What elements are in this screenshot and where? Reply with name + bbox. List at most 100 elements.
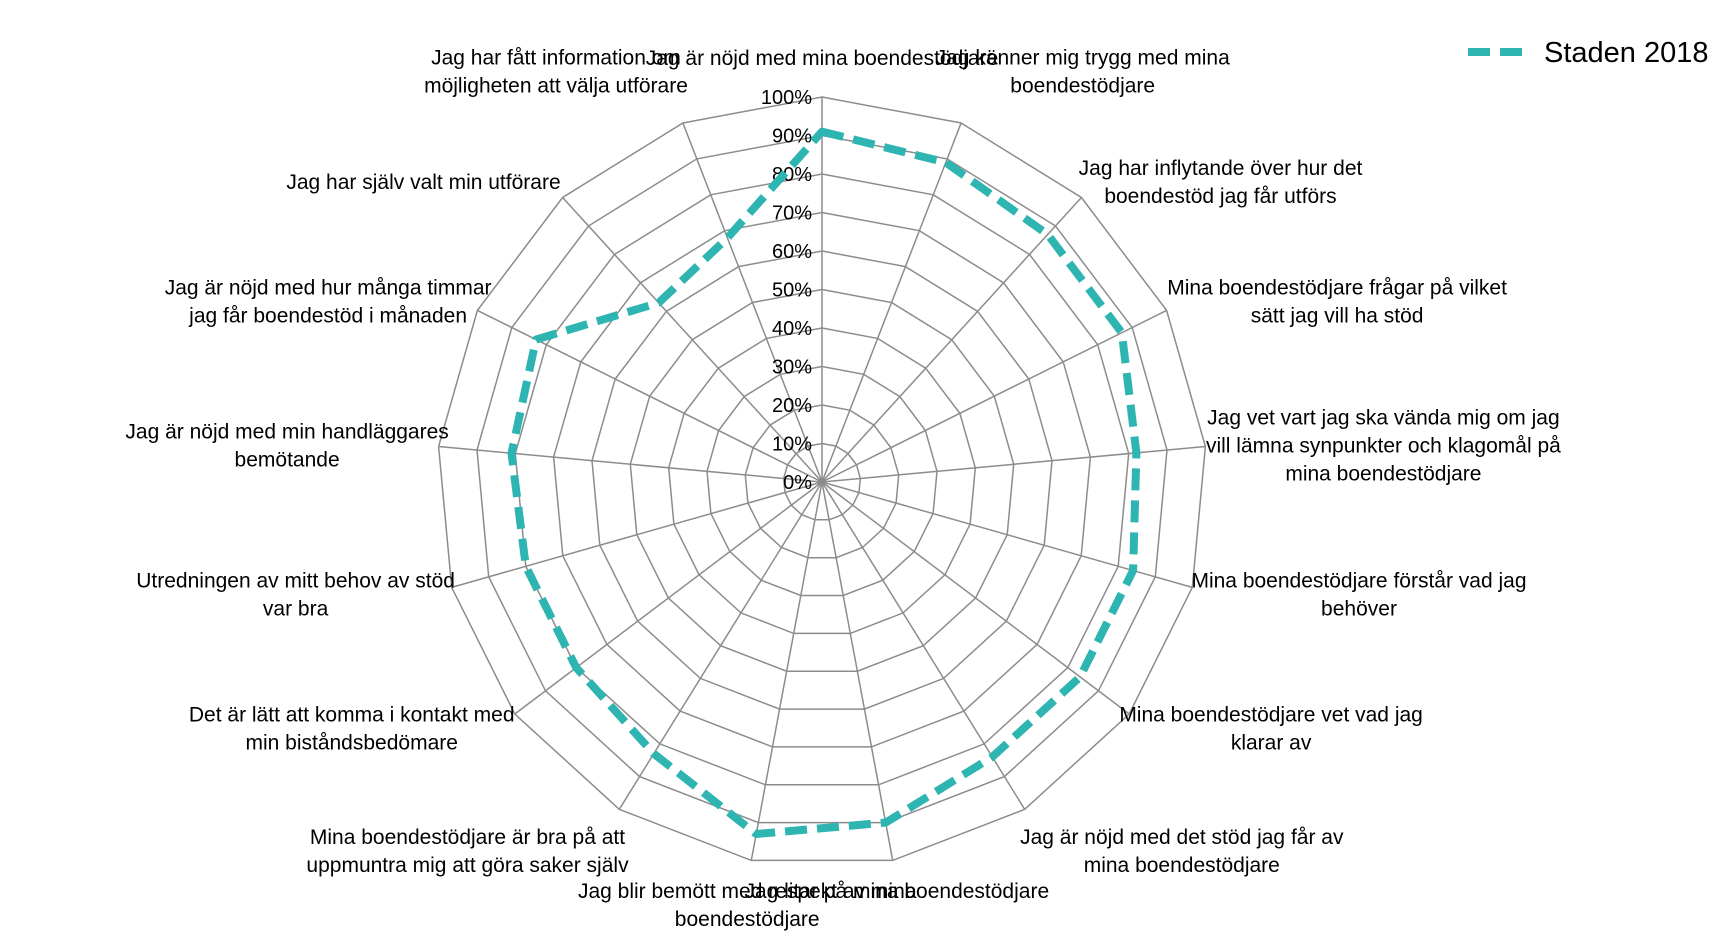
data-point (1132, 570, 1134, 572)
grid-layer (437, 96, 1207, 862)
grid-ring-50 (629, 288, 1015, 672)
category-label: Jag vet vart jag ska vända mig om jag vil… (1206, 406, 1561, 485)
spoke-13 (451, 481, 823, 589)
category-label-line: Jag är nöjd med det stöd jag får av (1020, 826, 1344, 849)
spoke-14 (438, 445, 823, 483)
category-label-line: mina boendestödjare (1084, 854, 1280, 877)
category-label-line: Jag är nöjd med min handläggares (125, 420, 448, 443)
spoke-2 (821, 122, 962, 483)
category-label-line: Mina boendestödjare är bra på att (310, 826, 625, 849)
category-label-line: bemötande (235, 448, 340, 471)
spoke-12 (514, 481, 823, 715)
grid-ring-90 (476, 134, 1168, 824)
tick-label: 60% (772, 241, 812, 263)
data-point (1135, 452, 1137, 454)
category-label-line: sätt jag vill ha stöd (1251, 305, 1424, 328)
data-point (511, 452, 513, 454)
spoke-layer (438, 97, 1206, 861)
category-label-line: Utredningen av mitt behov av stöd (136, 569, 455, 592)
category-label-line: boendestödjare (675, 908, 820, 931)
category-label-line: uppmuntra mig att göra saker själv (306, 854, 629, 877)
category-label-line: Mina boendestödjare vet vad jag (1119, 703, 1423, 726)
category-label-line: jag får boendestöd i månaden (188, 305, 467, 328)
category-label: Jag har inflytande över hur det boendestö… (1079, 157, 1363, 208)
data-point (525, 565, 527, 567)
data-point (658, 302, 660, 304)
data-point (653, 753, 655, 755)
spoke-4 (821, 309, 1167, 483)
category-label: Jag känner mig trygg med mina boendestödj… (936, 47, 1230, 98)
category-label-line: Jag blir bemött med respekt av mina (578, 880, 917, 903)
category-label: Det är lätt att komma i kontakt med min b… (189, 703, 515, 754)
category-label-line: klarar av (1231, 731, 1312, 754)
spoke-7 (821, 481, 1130, 715)
category-label-line: Jag litar på mina boendestödjare (744, 880, 1049, 903)
legend-label: Staden 2018 (1544, 37, 1708, 69)
data-point (1121, 332, 1123, 334)
category-label: Mina boendestödjare vet vad jag klarar av (1119, 703, 1423, 754)
tick-label: 90% (772, 126, 812, 148)
data-point (755, 833, 757, 835)
data-point (535, 339, 537, 341)
tick-label: 70% (772, 203, 812, 225)
category-label-line: behöver (1321, 597, 1397, 620)
grid-ring-40 (667, 327, 977, 635)
spoke-15 (477, 309, 823, 483)
category-label-line: Mina boendestödjare förstår vad jag (1191, 569, 1526, 592)
category-label: Jag är nöjd med mina boendestödjare (646, 47, 999, 70)
data-point (945, 162, 947, 164)
spoke-16 (562, 196, 823, 483)
data-point (991, 756, 993, 758)
grid-ring-100 (437, 96, 1207, 862)
legend: Staden 2018 (1468, 37, 1708, 69)
spoke-5 (821, 445, 1206, 483)
data-point (821, 131, 823, 133)
category-label-line: Jag är nöjd med mina boendestödjare (646, 47, 999, 70)
category-label-line: Jag har fått information om (431, 47, 681, 70)
data-point (885, 822, 887, 824)
grid-ring-30 (706, 365, 938, 597)
spoke-3 (821, 196, 1082, 483)
category-label-line: mina boendestödjare (1285, 462, 1481, 485)
grid-ring-80 (514, 173, 1130, 786)
data-point (1079, 676, 1081, 678)
category-label-line: Jag har själv valt min utförare (286, 171, 560, 194)
category-label: Jag har själv valt min utförare (286, 171, 560, 194)
tick-label: 100% (761, 87, 812, 109)
category-label-line: Mina boendestödjare frågar på vilket (1167, 277, 1507, 300)
tick-label: 10% (772, 434, 812, 456)
category-label-line: Jag är nöjd med hur många timmar (165, 277, 492, 300)
data-point (1047, 234, 1049, 236)
data-point (575, 667, 577, 669)
category-label: Mina boendestödjare förstår vad jag behöv… (1191, 569, 1526, 620)
tick-label: 30% (772, 357, 812, 379)
spoke-17 (682, 122, 823, 483)
category-label-line: boendestöd jag får utförs (1104, 185, 1336, 208)
data-point (726, 237, 728, 239)
tick-label: 20% (772, 395, 812, 417)
grid-ring-20 (744, 404, 900, 559)
category-label: Mina boendestödjare är bra på att uppmunt… (306, 826, 629, 877)
tick-label: 0% (783, 472, 812, 494)
category-label-line: boendestödjare (1010, 75, 1155, 98)
tick-label: 40% (772, 318, 812, 340)
series-line-1 (507, 127, 1141, 838)
series-layer (507, 127, 1141, 838)
tick-label: 50% (772, 280, 812, 302)
category-label: Jag har fått information om möjligheten a… (424, 47, 688, 98)
category-label-line: Det är lätt att komma i kontakt med (189, 703, 515, 726)
category-label: Jag litar på mina boendestödjare (744, 880, 1049, 903)
category-label: Jag är nöjd med min handläggares bemötand… (125, 420, 448, 471)
category-label-line: möjligheten att välja utförare (424, 75, 688, 98)
category-label-line: Jag vet vart jag ska vända mig om jag (1207, 406, 1560, 429)
grid-ring-60 (591, 250, 1053, 710)
category-label-line: Jag har inflytande över hur det (1079, 157, 1363, 180)
category-label-line: Jag känner mig trygg med mina (936, 47, 1230, 70)
category-label-line: min biståndsbedömare (245, 731, 457, 754)
category-label: Mina boendestödjare frågar på vilket sätt… (1167, 277, 1507, 328)
category-label: Jag är nöjd med hur många timmar jag får … (165, 277, 492, 328)
spoke-10 (750, 481, 823, 861)
